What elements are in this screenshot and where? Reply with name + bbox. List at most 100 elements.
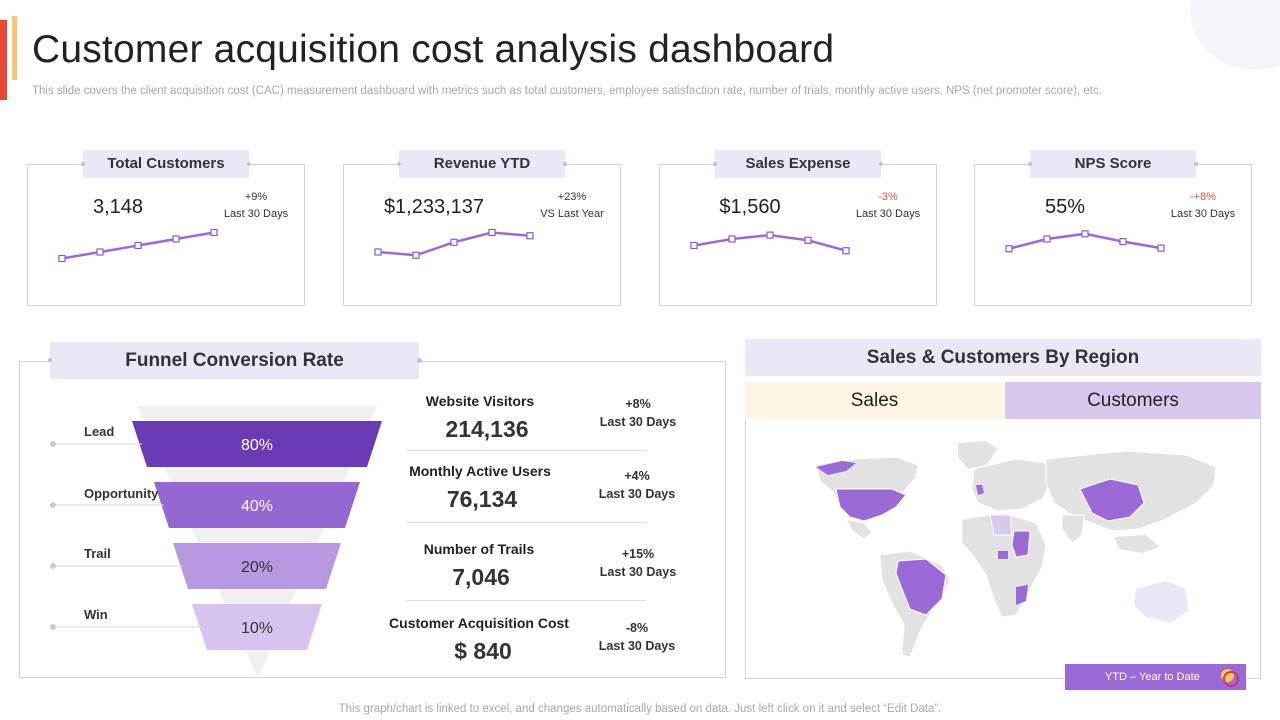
region-brazil	[895, 558, 947, 616]
sparkline-point	[526, 232, 534, 240]
kpi-card-nps-score: NPS Score 55% -+8% Last 30 Days	[974, 150, 1252, 306]
kpi-card-sales-expense: Sales Expense $1,560 -3% Last 30 Days	[659, 150, 937, 306]
accent-bar-yellow	[12, 16, 17, 80]
sparkline-point	[690, 241, 698, 250]
sparkline-point	[728, 235, 736, 243]
metric-change: +4% Last 30 Days	[587, 467, 687, 503]
funnel-leader-dot	[50, 563, 56, 569]
region-india	[1061, 514, 1085, 544]
funnel-bar	[192, 604, 322, 650]
sparkline-point	[172, 235, 180, 243]
metric-change-percent: +8%	[625, 397, 651, 411]
kpi-card-total-customers: Total Customers 3,148 +9% Last 30 Days	[27, 150, 305, 306]
metric-name: Monthly Active Users	[409, 463, 551, 479]
metric-name: Customer Acquisition Cost	[389, 615, 569, 631]
sparkline-point	[450, 238, 458, 246]
sparkline-point	[374, 248, 382, 256]
funnel-bar	[132, 421, 382, 467]
kpi-change-percent: -3%	[878, 191, 898, 203]
region-north-africa-highlight	[989, 514, 1013, 536]
funnel-leader-dot	[50, 441, 56, 447]
region-central-africa	[998, 551, 1008, 559]
kpi-value: 55%	[1044, 196, 1086, 218]
kpi-change-percent: +9%	[244, 191, 268, 203]
funnel-stage-label: Opportunity	[84, 486, 159, 501]
funnel-backdrop	[137, 406, 377, 678]
funnel-chart: 80% 40% 20% 10%	[50, 406, 382, 678]
sparkline-point	[58, 254, 66, 263]
kpi-change: +9% Last 30 Days	[210, 189, 302, 223]
kpi-change-period: Last 30 Days	[223, 208, 289, 220]
funnel-panel: 80% 40% 20% 10% Lead Opportunity Trail Win …	[19, 361, 726, 678]
funnel-leader-dot	[50, 502, 56, 508]
funnel-leader-dot	[50, 624, 56, 630]
funnel-bar-percent: 20%	[241, 559, 273, 576]
page-title: Customer acquisition cost analysis dashb…	[32, 28, 835, 71]
funnel-stage-label: Trail	[84, 546, 111, 561]
metric-value: 214,136	[445, 416, 529, 442]
sparkline-point	[1119, 237, 1127, 246]
metric-separator	[406, 450, 646, 451]
funnel-bar	[154, 482, 360, 528]
accent-bar-red	[0, 20, 7, 100]
metric-change: +15% Last 30 Days	[588, 545, 688, 581]
funnel-bar	[173, 543, 341, 589]
metric-change-period: Last 30 Days	[598, 487, 676, 501]
sparkline-point	[842, 247, 850, 255]
sparkline-point	[1157, 244, 1165, 252]
kpi-label: Sales Expense	[713, 150, 883, 178]
region-sudan	[1011, 530, 1031, 558]
region-mexico	[845, 518, 873, 540]
tab-sales[interactable]: Sales	[745, 382, 1004, 419]
kpi-sparkline	[58, 228, 218, 263]
metric-change-percent: -8%	[625, 621, 649, 635]
metric-separator	[406, 522, 646, 523]
metric-change-percent: +15%	[621, 547, 655, 561]
metric-value: 76,134	[446, 486, 518, 512]
kpi-label: NPS Score	[1028, 150, 1198, 178]
kpi-change-percent: +23%	[557, 191, 587, 203]
kpi-label: Revenue YTD	[397, 150, 567, 178]
kpi-value: $1,560	[719, 196, 781, 218]
sparkline-point	[766, 231, 774, 239]
funnel-bar-percent: 80%	[241, 437, 273, 454]
funnel-bar-percent: 40%	[241, 498, 273, 515]
metric-change: -8% Last 30 Days	[587, 619, 687, 655]
ytd-legend-badge: YTD – Year to Date	[1065, 664, 1246, 690]
kpi-change-period: Last 30 Days	[855, 208, 921, 220]
funnel-header: Funnel Conversion Rate	[48, 342, 422, 379]
region-china	[1079, 478, 1145, 522]
kpi-value: $1,233,137	[383, 196, 485, 218]
kpi-change: +23% VS Last Year	[526, 189, 618, 223]
region-uk	[976, 485, 984, 495]
sparkline-point	[412, 251, 420, 259]
corner-decoration	[1190, 0, 1280, 70]
kpi-label: Total Customers	[81, 150, 251, 178]
world-map	[815, 441, 1217, 658]
metric-separator	[406, 600, 646, 601]
sparkline-point	[488, 228, 496, 237]
sparkline-point	[1043, 235, 1051, 243]
region-greenland	[958, 441, 998, 469]
sparkline-point	[1005, 245, 1013, 253]
world-map-panel	[745, 419, 1261, 679]
kpi-change: -3% Last 30 Days	[842, 189, 934, 223]
tab-customers[interactable]: Customers	[1005, 382, 1261, 419]
funnel-stage-label: Win	[84, 607, 108, 622]
sparkline-point	[210, 228, 218, 237]
kpi-change-period: VS Last Year	[540, 208, 604, 220]
ytd-legend-ring	[1223, 671, 1239, 687]
region-alaska	[816, 461, 856, 475]
region-header: Sales & Customers By Region	[745, 339, 1261, 376]
kpi-change-period: Last 30 Days	[1170, 208, 1236, 220]
region-southern-africa	[1016, 585, 1028, 605]
sparkline-point	[1081, 230, 1089, 238]
sparkline-point	[134, 241, 142, 250]
region-australia	[1134, 581, 1188, 623]
metric-change-period: Last 30 Days	[598, 639, 676, 653]
kpi-sparkline	[374, 228, 534, 259]
sparkline-point	[804, 236, 812, 244]
metric-change-period: Last 30 Days	[599, 415, 677, 429]
kpi-value: 3,148	[92, 196, 144, 218]
metric-value: $ 840	[454, 638, 512, 664]
